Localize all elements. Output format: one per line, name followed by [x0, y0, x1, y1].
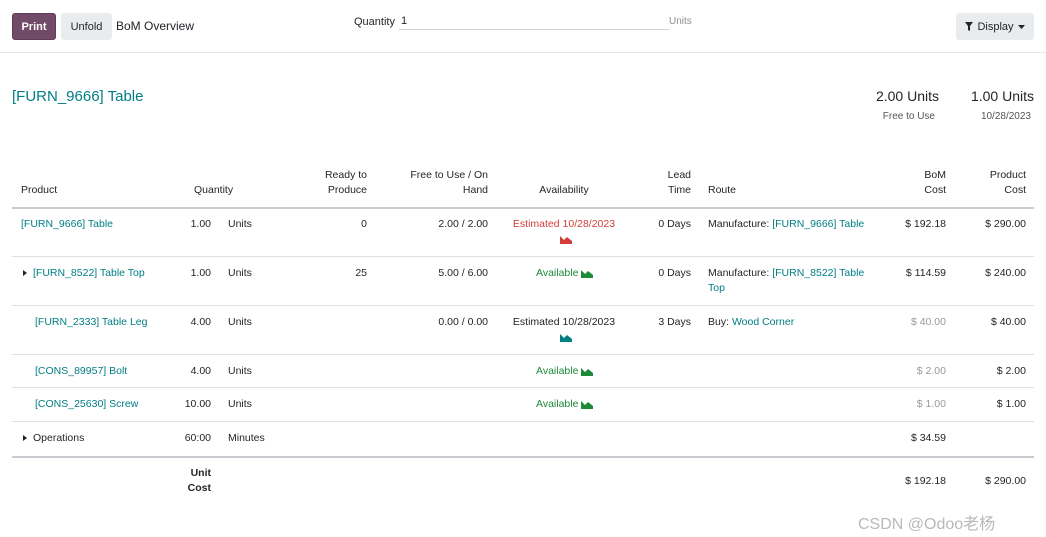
quantity-input[interactable] [399, 13, 669, 30]
display-label: Display [977, 20, 1014, 33]
lead-time-cell: 3 Days [658, 316, 691, 328]
operations-label: Operations [33, 432, 85, 444]
quantity-cell: 1.00 [190, 218, 211, 230]
product-cost-cell: $ 40.00 [990, 316, 1026, 328]
print-button[interactable]: Print [12, 13, 56, 40]
free-on-hand-cell: 0.00 / 0.00 [438, 316, 488, 328]
quantity-cell: 4.00 [190, 365, 211, 377]
watermark: CSDN @Odoo老杨 [858, 516, 996, 533]
unfold-button[interactable]: Unfold [61, 13, 112, 40]
col-lead-time: Lead Time [667, 169, 691, 196]
control-panel: Print Unfold BoM Overview Quantity Units… [0, 0, 1046, 53]
route-cell: Buy: Wood Corner [708, 316, 795, 328]
product-cost-cell: $ 2.00 [996, 365, 1026, 377]
forecast-chart-icon[interactable] [560, 235, 572, 244]
col-free-on-hand: Free to Use / On Hand [410, 169, 488, 196]
bom-cost-cell: $ 192.18 [905, 218, 946, 230]
total-product-cost: $ 290.00 [985, 475, 1026, 487]
col-product: Product [21, 184, 58, 196]
unit-cost-label: Unit Cost [187, 467, 211, 494]
row-divider [12, 305, 1034, 306]
date-label: 10/28/2023 [980, 111, 1031, 122]
display-button[interactable]: Display [956, 13, 1034, 40]
forecast-chart-icon[interactable] [560, 333, 572, 342]
route-link[interactable]: [FURN_8522] Table [772, 267, 865, 279]
lead-time-cell: 0 Days [658, 267, 691, 279]
operations-toggle[interactable]: Operations [23, 431, 84, 446]
col-route: Route [708, 184, 737, 196]
ready-cell: 25 [355, 267, 367, 279]
availability-cell: Available [536, 266, 594, 281]
col-ready: Ready to Produce [324, 169, 367, 196]
product-link[interactable]: [FURN_8522] Table Top [33, 267, 145, 279]
route-cell: Manufacture: [FURN_9666] Table [708, 218, 865, 230]
uom-cell: Units [228, 398, 252, 410]
quantity-cell: 1.00 [190, 267, 211, 279]
col-product-cost: Product Cost [989, 169, 1026, 196]
product-link[interactable]: [CONS_89957] Bolt [35, 365, 128, 377]
uom-cell: Minutes [228, 432, 265, 444]
caret-right-icon[interactable] [23, 435, 27, 442]
total-bom-cost: $ 192.18 [905, 475, 946, 487]
forecast-chart-icon[interactable] [581, 400, 594, 409]
expand-toggle[interactable]: [FURN_8522] Table Top [23, 266, 145, 281]
bom-cost-cell: $ 2.00 [916, 365, 946, 377]
col-quantity: Quantity [194, 184, 234, 196]
forecast-chart-icon[interactable] [581, 367, 594, 376]
bom-cost-cell: $ 34.59 [910, 432, 946, 444]
free-on-hand-cell: 2.00 / 2.00 [438, 218, 488, 230]
bom-title[interactable]: [FURN_9666] Table [12, 88, 144, 105]
uom-cell: Units [228, 267, 252, 279]
on-hand-value: 1.00 Units [970, 88, 1034, 104]
bom-cost-cell: $ 1.00 [916, 398, 946, 410]
uom-cell: Units [228, 218, 252, 230]
forecast-chart-icon[interactable] [581, 269, 594, 278]
row-divider [12, 256, 1034, 257]
product-cost-cell: $ 290.00 [985, 218, 1026, 230]
route-cell: Manufacture: [FURN_8522] Table Top [708, 267, 865, 294]
bom-cost-cell: $ 114.59 [905, 267, 946, 279]
availability-cell: Estimated 10/28/2023 [512, 218, 616, 230]
row-divider [12, 387, 1034, 388]
caret-right-icon[interactable] [23, 270, 27, 277]
route-link[interactable]: [FURN_9666] Table [772, 218, 865, 230]
uom-cell: Units [228, 316, 252, 328]
quantity-cell: 10.00 [184, 398, 211, 410]
product-link[interactable]: [FURN_9666] Table [21, 218, 114, 230]
bom-cost-cell: $ 40.00 [910, 316, 946, 328]
ready-cell: 0 [361, 218, 367, 230]
caret-down-icon [1017, 24, 1025, 29]
filter-icon [965, 22, 974, 31]
header-divider [12, 207, 1034, 209]
vendor-link[interactable]: Wood Corner [731, 316, 795, 328]
free-on-hand-cell: 5.00 / 6.00 [438, 267, 488, 279]
col-availability: Availability [539, 184, 589, 196]
product-cost-cell: $ 1.00 [996, 398, 1026, 410]
footer-divider [12, 456, 1034, 458]
lead-time-cell: 0 Days [658, 218, 691, 230]
uom-cell: Units [228, 365, 252, 377]
free-to-use-value: 2.00 Units [875, 88, 939, 104]
product-link[interactable]: [CONS_25630] Screw [35, 398, 139, 410]
col-bom-cost: BoM Cost [924, 169, 946, 196]
product-link[interactable]: [FURN_2333] Table Leg [35, 316, 148, 328]
free-to-use-label: Free to Use [882, 111, 935, 122]
quantity-cell: 4.00 [190, 316, 211, 328]
route-link-continued[interactable]: Top [708, 282, 725, 294]
row-divider [12, 354, 1034, 355]
breadcrumb: BoM Overview [116, 19, 195, 33]
availability-cell: Available [536, 397, 594, 412]
quantity-label: Quantity [354, 16, 395, 28]
quantity-cell: 60:00 [184, 432, 211, 444]
quantity-unit: Units [669, 16, 692, 27]
row-divider [12, 421, 1034, 422]
availability-cell: Estimated 10/28/2023 [512, 316, 616, 328]
product-cost-cell: $ 240.00 [985, 267, 1026, 279]
availability-cell: Available [536, 364, 594, 379]
